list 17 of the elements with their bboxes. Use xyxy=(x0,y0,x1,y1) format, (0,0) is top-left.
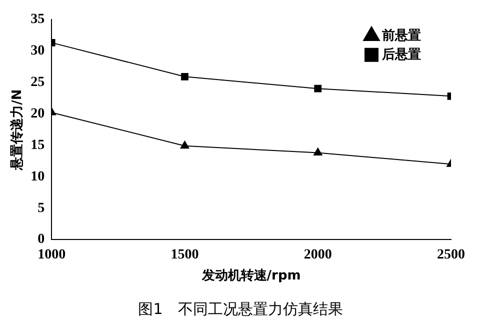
y-tick-label: 20 xyxy=(30,106,45,122)
y-tick-label: 15 xyxy=(30,138,45,153)
y-axis-title: 悬置传递力/N xyxy=(9,89,26,171)
text: 图1 不同工况悬置力仿真结果 xyxy=(137,300,344,319)
legend-label: 后悬置 xyxy=(381,46,421,62)
x-axis-title: 发动机转速/rpm xyxy=(200,268,301,284)
x-tick-label: 2500 xyxy=(437,248,465,263)
legend-label: 前悬置 xyxy=(381,28,421,44)
y-tick-label: 35 xyxy=(30,12,45,28)
x-tick-label: 1000 xyxy=(38,248,66,263)
x-tick-label: 2000 xyxy=(304,248,332,263)
y-tick-label: 5 xyxy=(38,200,45,216)
y-tick-label: 0 xyxy=(38,232,45,248)
y-tick-label: 25 xyxy=(30,74,45,90)
y-tick-label: 30 xyxy=(30,43,45,58)
y-tick-label: 10 xyxy=(30,169,45,184)
x-tick-label: 1500 xyxy=(170,248,199,263)
